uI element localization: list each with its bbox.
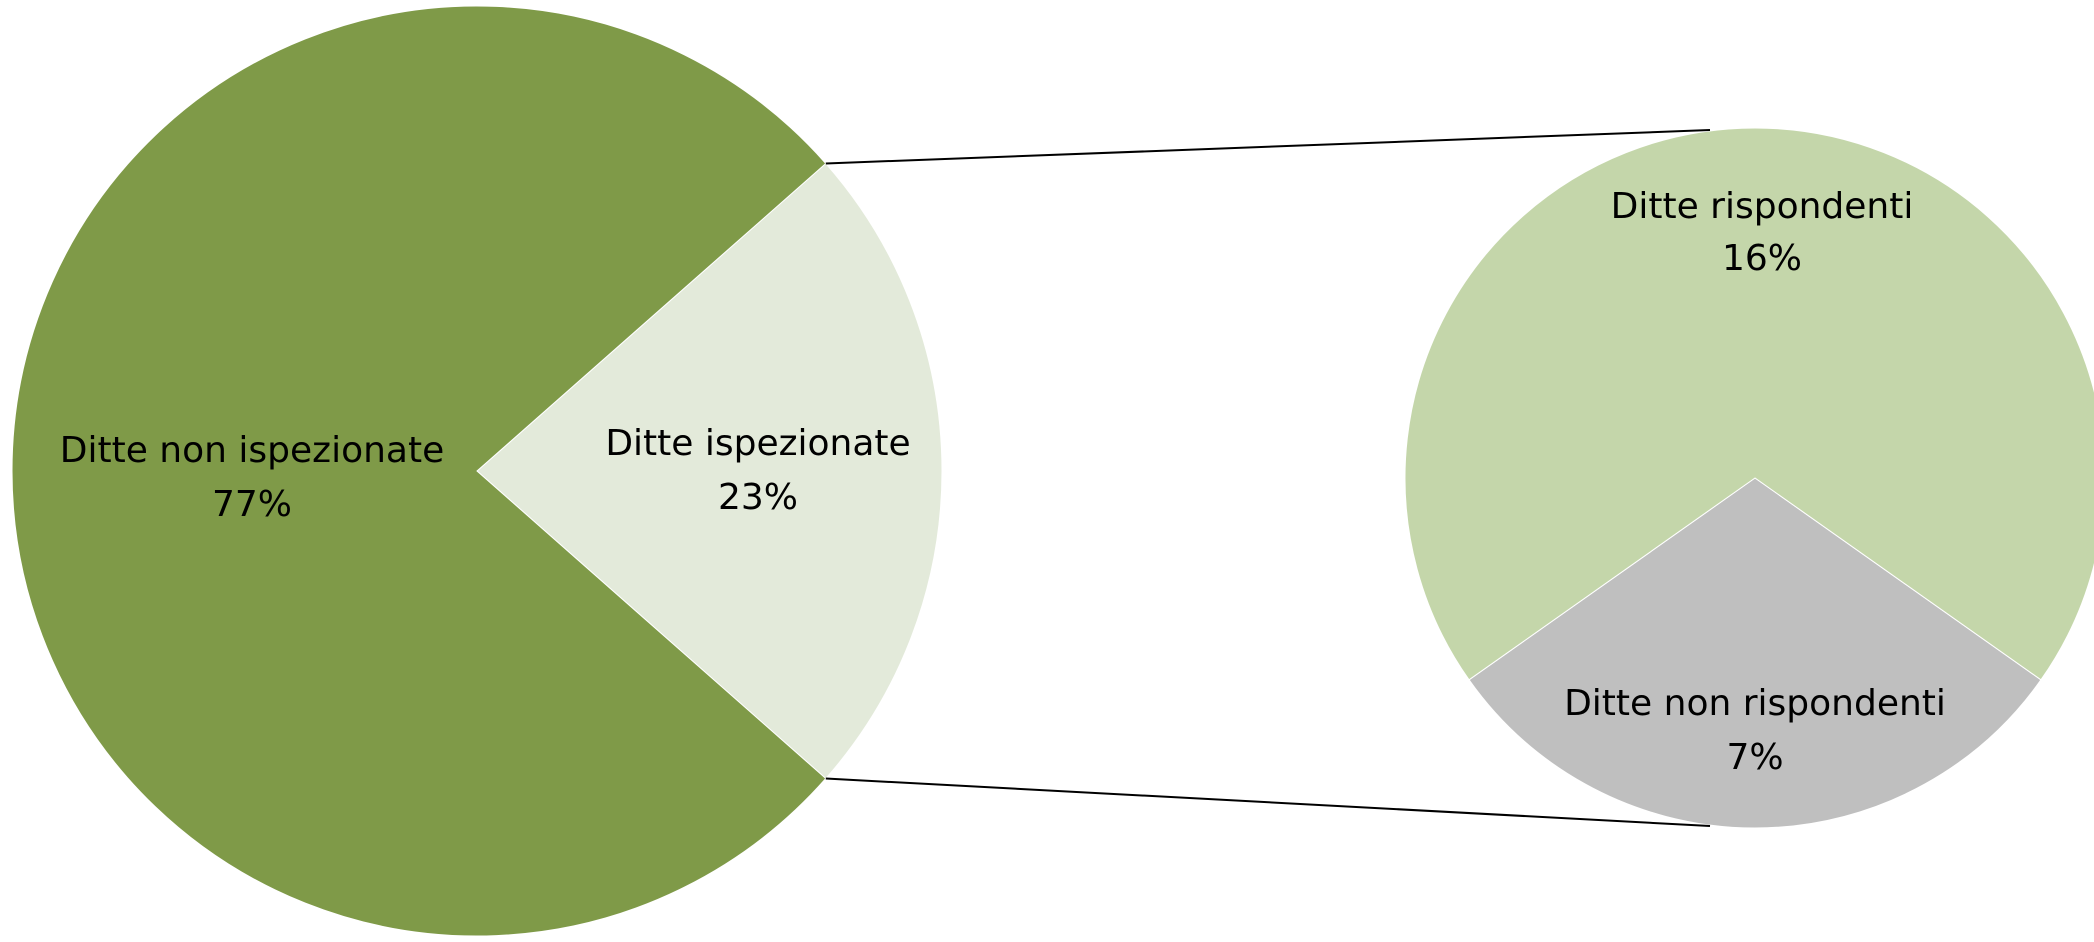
slice-value-ditte-rispondenti: 16% — [1722, 238, 1802, 279]
slice-label-name: Ditte ispezionate — [605, 423, 910, 464]
slice-label-ditte-non-ispezionate: Ditte non ispezionate — [60, 430, 444, 471]
slice-value-ditte-non-ispezionate: 77% — [212, 484, 292, 525]
slice-label-ditte-non-rispondenti: Ditte non rispondenti — [1564, 683, 1946, 724]
slice-value-label: 7% — [1726, 737, 1783, 778]
slice-label-name: Ditte non ispezionate — [60, 430, 444, 471]
connector-line-top — [826, 130, 1710, 163]
slice-label-name: Ditte rispondenti — [1611, 186, 1914, 227]
slice-label-ditte-rispondenti: Ditte rispondenti — [1611, 186, 1914, 227]
slice-label-name: Ditte non rispondenti — [1564, 683, 1946, 724]
slice-value-label: 77% — [212, 484, 292, 525]
connector-line-bottom — [826, 779, 1710, 826]
slice-value-label: 23% — [718, 477, 798, 518]
slice-value-ditte-non-rispondenti: 7% — [1726, 737, 1783, 778]
slice-label-ditte-ispezionate: Ditte ispezionate — [605, 423, 910, 464]
slice-value-ditte-ispezionate: 23% — [718, 477, 798, 518]
slice-value-label: 16% — [1722, 238, 1802, 279]
